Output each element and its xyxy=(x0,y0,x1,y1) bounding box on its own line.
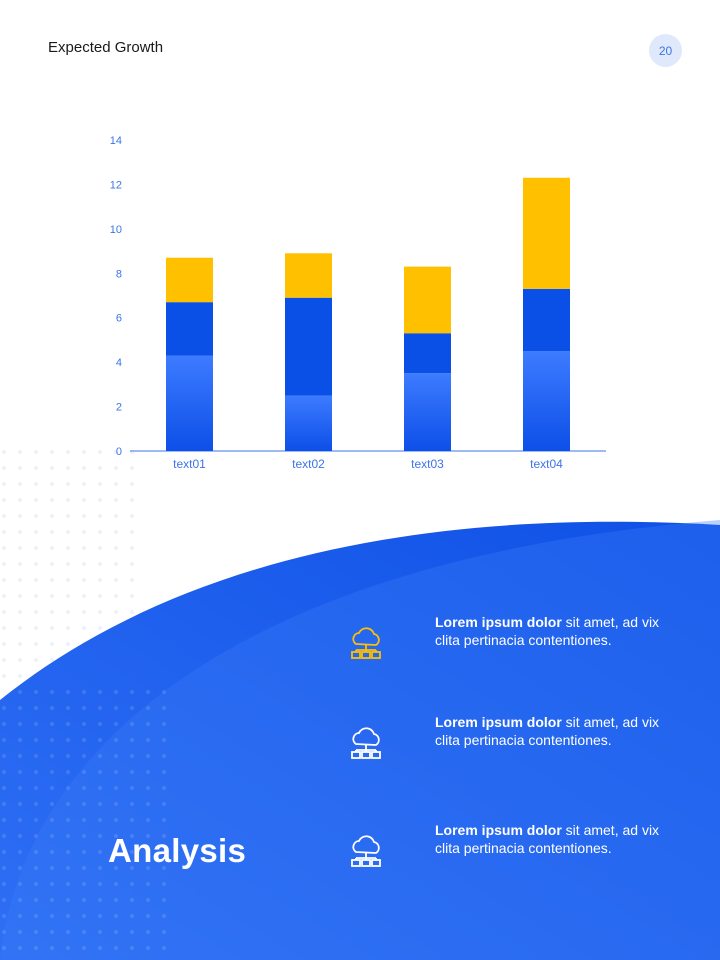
y-tick-label: 10 xyxy=(110,224,122,236)
y-tick-label: 4 xyxy=(116,357,122,369)
x-tick-label: text02 xyxy=(292,457,325,471)
y-tick-label: 14 xyxy=(110,135,122,147)
page-number-badge: 20 xyxy=(649,34,682,67)
feature-text-2: Lorem ipsum dolor sit amet, ad vix clita… xyxy=(435,714,660,748)
feature-text-1: Lorem ipsum dolor sit amet, ad vix clita… xyxy=(435,614,660,648)
feature-item-2: Lorem ipsum dolor sit amet, ad vix clita… xyxy=(340,714,680,774)
y-tick-label: 6 xyxy=(116,313,122,325)
y-tick-label: 8 xyxy=(116,268,122,280)
dot-pattern-lower xyxy=(0,690,170,960)
cloud-network-icon xyxy=(351,627,381,659)
x-tick-label: text04 xyxy=(530,457,563,471)
y-tick-label: 12 xyxy=(110,179,122,191)
y-tick-label: 0 xyxy=(116,446,122,458)
bar-segment xyxy=(166,257,213,303)
bar-segment xyxy=(523,177,570,289)
page-title: Expected Growth xyxy=(48,39,164,56)
cloud-network-icon xyxy=(351,727,381,759)
x-tick-label: text03 xyxy=(411,457,444,471)
bar-segment xyxy=(523,351,570,451)
y-tick-label: 2 xyxy=(116,402,122,414)
feature-text-3: Lorem ipsum dolor sit amet, ad vix clita… xyxy=(435,822,660,856)
feature-item-3: Lorem ipsum dolor sit amet, ad vix clita… xyxy=(340,822,680,882)
bar-segment xyxy=(285,297,332,396)
bar-segment xyxy=(285,395,332,451)
blue-wave-shape xyxy=(0,521,720,960)
bar-segment xyxy=(404,373,451,451)
bar-segment xyxy=(285,253,332,298)
feature-item-1: Lorem ipsum dolor sit amet, ad vix clita… xyxy=(340,614,680,674)
bar-segment xyxy=(166,355,213,451)
bar-segment xyxy=(523,288,570,352)
bar-segment xyxy=(404,333,451,374)
x-tick-label: text01 xyxy=(173,457,206,471)
bar-segment xyxy=(404,266,451,334)
blue-wave-overlay xyxy=(0,520,720,960)
cloud-network-icon xyxy=(351,835,381,867)
stacked-bar-chart: 0 2 4 6 8 10 12 14 text01 text02 text03 text04 xyxy=(110,135,606,471)
bar-segment xyxy=(166,302,213,356)
analysis-title: Analysis xyxy=(108,832,247,869)
